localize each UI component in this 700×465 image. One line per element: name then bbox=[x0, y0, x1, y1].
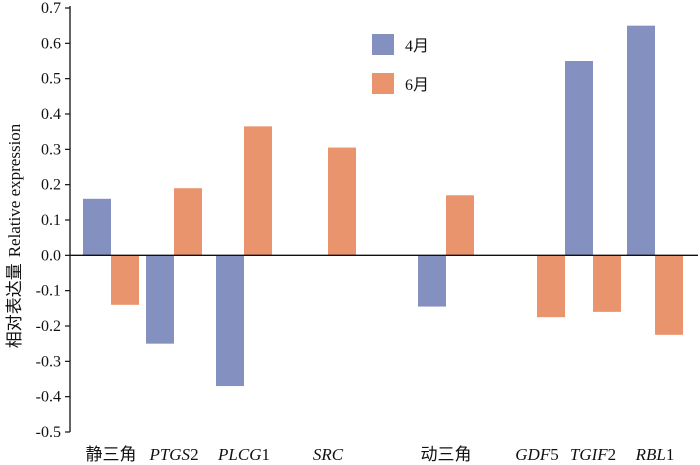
category-label: 静三角 bbox=[86, 445, 137, 464]
bars-group bbox=[83, 25, 683, 387]
bar-series2-cat8 bbox=[655, 255, 683, 335]
bar-series2-cat1 bbox=[111, 255, 139, 305]
y-tick-label: 0.1 bbox=[41, 212, 61, 229]
bar-series1-cat8 bbox=[627, 25, 655, 256]
category-label: GDF5 bbox=[515, 445, 558, 464]
category-label: PTGS2 bbox=[148, 445, 198, 464]
y-tick-label: 0.3 bbox=[41, 141, 61, 158]
bar-series2-cat4 bbox=[328, 147, 356, 256]
y-tick-label: 0.7 bbox=[41, 0, 61, 17]
category-label: RBL1 bbox=[635, 445, 675, 464]
legend-label-2: 6月 bbox=[405, 77, 429, 94]
bar-series2-cat2 bbox=[174, 188, 202, 256]
category-label: TGIF2 bbox=[570, 445, 616, 464]
category-label: 动三角 bbox=[421, 445, 472, 464]
axes-group: -0.5 -0.4 -0.3 -0.2 -0.1 0.0 0.1 0.2 0.3 0.4 0.5 0.… bbox=[5, 0, 698, 464]
legend: 4月 6月 bbox=[372, 34, 429, 94]
legend-swatch-1 bbox=[372, 34, 394, 55]
bar-series1-cat2 bbox=[146, 255, 174, 344]
y-axis-label: 相对表达量Relative expression bbox=[5, 123, 24, 348]
bar-series2-cat5 bbox=[446, 195, 474, 256]
y-tick-label: 0.0 bbox=[41, 247, 61, 264]
y-tick-label: 0.2 bbox=[41, 177, 61, 194]
bar-series1-cat3 bbox=[216, 255, 244, 387]
bar-series1-cat5 bbox=[418, 255, 446, 307]
legend-swatch-2 bbox=[372, 73, 394, 94]
legend-label-1: 4月 bbox=[405, 38, 429, 55]
y-tick-label: -0.2 bbox=[36, 318, 61, 335]
bar-series2-cat3 bbox=[244, 126, 272, 256]
category-label: PLCG1 bbox=[217, 445, 270, 464]
bar-series2-cat7 bbox=[593, 255, 621, 312]
category-label: SRC bbox=[313, 445, 344, 464]
bar-series1-cat7 bbox=[565, 61, 593, 256]
y-tick-label: -0.3 bbox=[36, 353, 61, 370]
bar-series1-cat1 bbox=[83, 198, 111, 256]
y-tick-label: 0.4 bbox=[41, 106, 61, 123]
bar-series2-cat6 bbox=[537, 255, 565, 318]
y-tick-label: -0.1 bbox=[36, 283, 61, 300]
y-tick-label: -0.5 bbox=[36, 424, 61, 441]
y-tick-label: 0.6 bbox=[41, 35, 61, 52]
y-tick-label: -0.4 bbox=[36, 389, 61, 406]
y-tick-label: 0.5 bbox=[41, 71, 61, 88]
